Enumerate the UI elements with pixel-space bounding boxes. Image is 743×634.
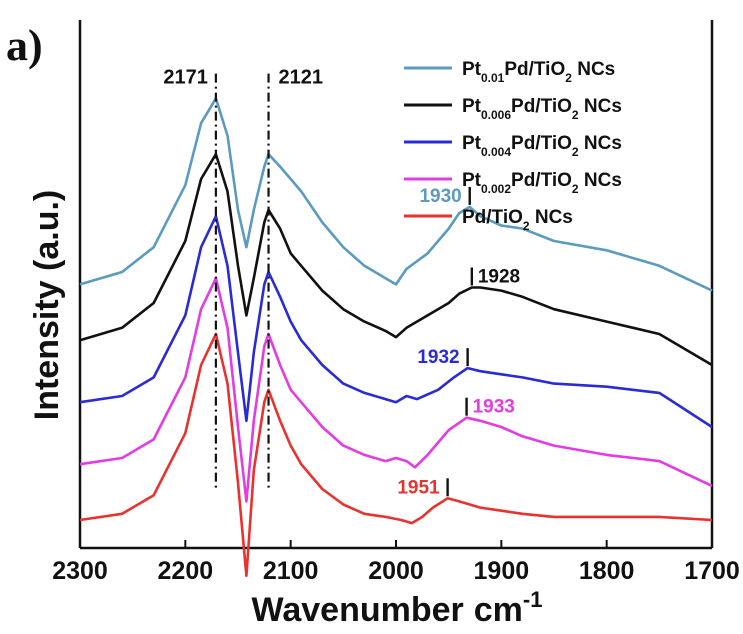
x-axis-unit-exponent: -1 [523, 587, 543, 612]
series-line-2 [79, 214, 713, 429]
peak-label: 2121 [279, 67, 324, 89]
peak-label: 1933 [473, 397, 515, 418]
x-tick-label: 2200 [158, 557, 214, 585]
x-tick-label: 1900 [474, 557, 530, 585]
x-tick-label: 1800 [579, 557, 635, 585]
x-axis-label: Wavenumber [252, 591, 464, 629]
x-tick-label: 2300 [52, 557, 108, 585]
peak-label: 1930 [419, 186, 461, 207]
peak-label: 2171 [163, 67, 208, 89]
legend-label: Pt0.006Pd/TiO2 NCs [462, 96, 622, 122]
panel-label: a) [6, 21, 43, 70]
legend-label: Pt0.002Pd/TiO2 NCs [462, 170, 622, 196]
peak-label: 1928 [478, 267, 520, 288]
x-tick-label: 1700 [684, 557, 740, 585]
series-layer [79, 97, 713, 578]
legend: Pt0.01Pd/TiO2 NCs Pt0.006Pd/TiO2 NCs Pt0.0… [404, 59, 622, 233]
annotation-layer: 2171 2121 1930 1928 1932 1933 1951 [163, 67, 520, 499]
series-line-4 [79, 332, 713, 578]
x-axis-ticks: 2300 2200 2100 2000 1900 1800 1700 [52, 540, 740, 585]
legend-label: Pt0.004Pd/TiO2 NCs [462, 133, 622, 159]
series-line-1 [79, 152, 713, 367]
legend-label: Pt0.01Pd/TiO2 NCs [462, 59, 615, 85]
x-axis-title: Wavenumber cm-1 [252, 587, 543, 629]
x-tick-label: 2100 [263, 557, 319, 585]
x-tick-label: 2000 [368, 557, 424, 585]
series-line-0 [79, 97, 713, 292]
legend-label: Pd/TiO2 NCs [462, 207, 573, 233]
peak-label: 1951 [397, 477, 440, 498]
y-axis-title: Intensity (a.u.) [28, 190, 66, 420]
x-axis-unit: cm [474, 591, 523, 629]
series-line-3 [79, 276, 713, 503]
peak-label: 1932 [417, 347, 459, 368]
